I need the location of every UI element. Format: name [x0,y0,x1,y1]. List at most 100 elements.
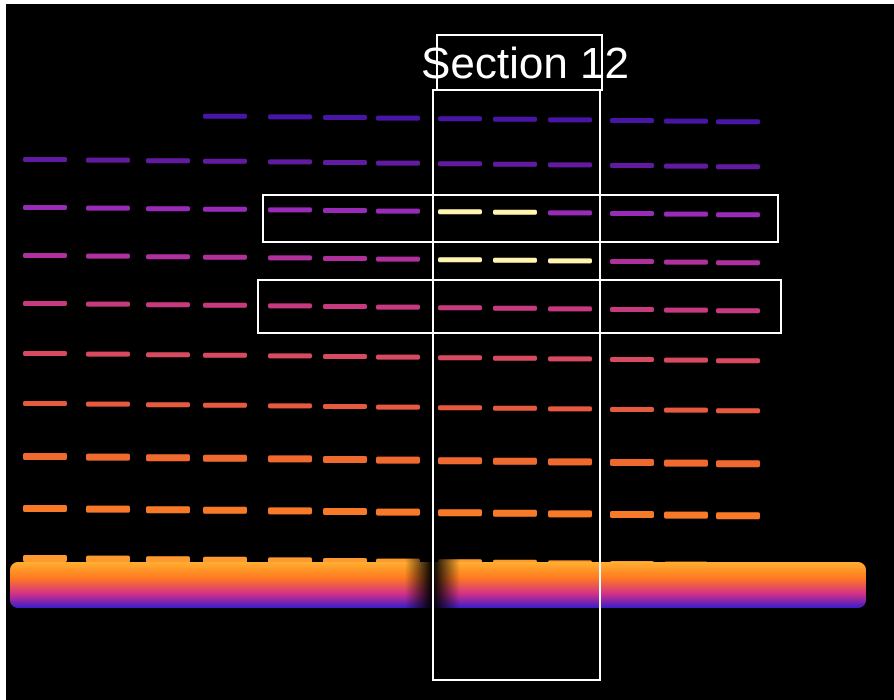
dash [86,352,130,357]
dash [664,164,708,169]
dash [548,406,592,411]
dash [716,212,760,217]
dash [610,357,654,362]
dash [493,458,537,465]
thermal-image: Section 12 [0,0,894,700]
dash [376,355,420,360]
dash [323,115,367,120]
dash [86,506,130,513]
dash [146,158,190,163]
dash [610,211,654,216]
dash [376,257,420,262]
dash [323,456,367,463]
dash [146,402,190,407]
dash [548,356,592,361]
dash [203,207,247,212]
dash [323,404,367,409]
dash [23,401,67,406]
dash [203,455,247,462]
dash [86,302,130,307]
dash [203,114,247,119]
dash [268,507,312,514]
dash [86,254,130,259]
dash [146,454,190,461]
dash [716,408,760,413]
dash [493,210,537,215]
dash [23,351,67,356]
dash [493,117,537,122]
dash [716,164,760,169]
dash [493,406,537,411]
dash [664,212,708,217]
dash [203,159,247,164]
dash [610,407,654,412]
dash [323,354,367,359]
dash [203,255,247,260]
dash [268,353,312,358]
dash [716,308,760,313]
dash [438,257,482,262]
dash [548,510,592,517]
dash [716,260,760,265]
dash [438,509,482,516]
dash [23,453,67,460]
dash [23,505,67,512]
dash [268,159,312,164]
dash [548,162,592,167]
dash [268,455,312,462]
page: Section 12 (() => { const data = JSON.pa… [0,0,894,700]
dash [323,160,367,165]
dash [438,305,482,310]
dash [323,256,367,261]
dash [376,116,420,121]
dash [716,512,760,519]
dash [86,556,130,563]
dash [716,358,760,363]
dash [548,306,592,311]
dash [548,210,592,215]
dash [376,509,420,516]
dash [376,161,420,166]
dash [86,402,130,407]
dash [716,460,760,467]
dash [610,459,654,466]
dash [493,258,537,263]
dash [664,119,708,124]
dash [268,303,312,308]
dash [86,158,130,163]
dash [548,258,592,263]
dash [493,510,537,517]
dash [323,304,367,309]
dash [438,161,482,166]
dash [716,119,760,124]
dash [323,208,367,213]
dash [23,205,67,210]
dash [203,303,247,308]
dash [146,302,190,307]
dash [664,512,708,519]
dash [268,255,312,260]
dash [664,460,708,467]
dash [610,511,654,518]
dash [268,207,312,212]
dash [548,458,592,465]
dash [610,163,654,168]
dash [493,162,537,167]
dash [610,307,654,312]
dash [438,209,482,214]
dash [23,253,67,258]
dash [664,308,708,313]
dash [376,457,420,464]
dash [664,358,708,363]
dash [376,209,420,214]
dash [376,405,420,410]
dash [203,507,247,514]
dash [438,116,482,121]
dash [438,405,482,410]
dash [203,403,247,408]
dash [438,457,482,464]
dash [203,353,247,358]
dash [610,118,654,123]
dash [268,403,312,408]
dash [493,356,537,361]
